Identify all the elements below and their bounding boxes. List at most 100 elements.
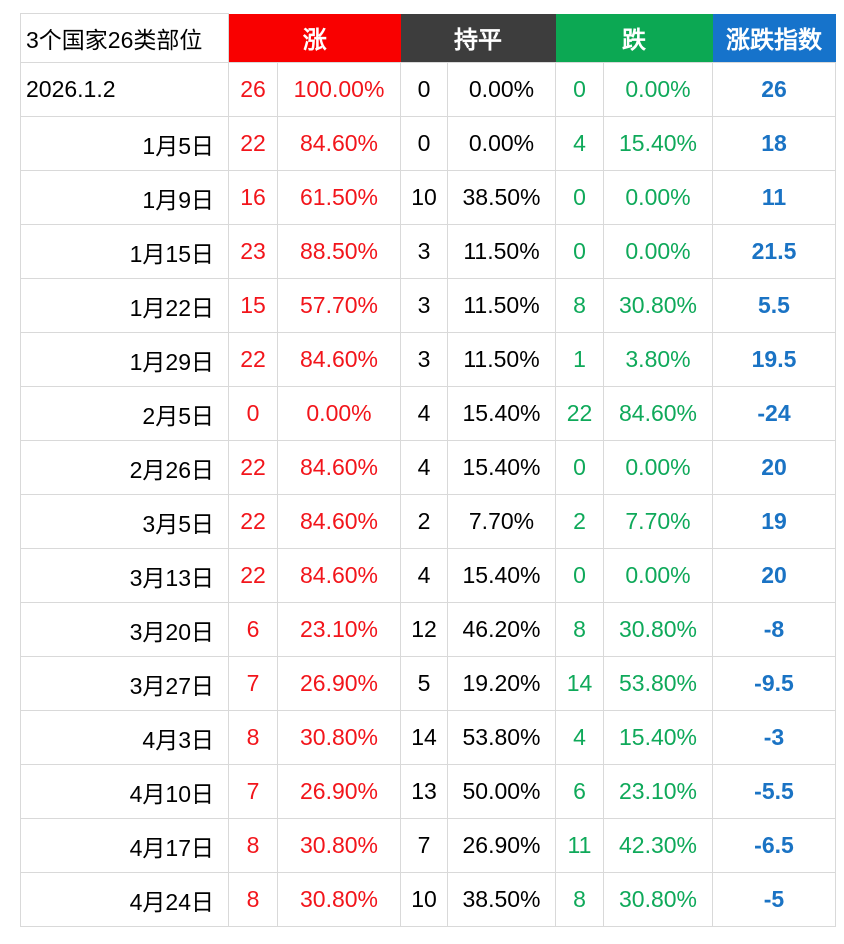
rise-fall-table: 3个国家26类部位 涨 持平 跌 涨跌指数 2026.1.2 26 100.00… xyxy=(20,13,836,927)
date-cell: 3月5日 xyxy=(20,494,229,549)
flat-count-cell: 3 xyxy=(400,224,448,279)
date-cell: 1月15日 xyxy=(20,224,229,279)
fall-count-cell: 0 xyxy=(555,440,604,495)
date-cell: 1月5日 xyxy=(20,116,229,171)
rise-pct-cell: 84.60% xyxy=(277,116,401,171)
flat-pct-cell: 50.00% xyxy=(447,764,556,819)
rise-pct-cell: 26.90% xyxy=(277,764,401,819)
date-cell: 4月17日 xyxy=(20,818,229,873)
rise-pct-cell: 57.70% xyxy=(277,278,401,333)
index-cell: 20 xyxy=(712,548,836,603)
rise-pct-cell: 30.80% xyxy=(277,710,401,765)
fall-pct-cell: 0.00% xyxy=(603,224,713,279)
table-row: 1月15日 23 88.50% 3 11.50% 0 0.00% 21.5 xyxy=(20,224,836,279)
fall-pct-cell: 23.10% xyxy=(603,764,713,819)
date-cell: 4月24日 xyxy=(20,872,229,927)
date-cell: 3月27日 xyxy=(20,656,229,711)
rise-count-cell: 22 xyxy=(228,332,278,387)
rise-count-cell: 7 xyxy=(228,764,278,819)
rise-pct-cell: 88.50% xyxy=(277,224,401,279)
rise-count-cell: 23 xyxy=(228,224,278,279)
table-row: 2026.1.2 26 100.00% 0 0.00% 0 0.00% 26 xyxy=(20,62,836,117)
rise-pct-cell: 30.80% xyxy=(277,872,401,927)
fall-count-cell: 0 xyxy=(555,548,604,603)
header-index: 涨跌指数 xyxy=(712,13,836,63)
date-cell: 2月26日 xyxy=(20,440,229,495)
fall-pct-cell: 3.80% xyxy=(603,332,713,387)
fall-pct-cell: 7.70% xyxy=(603,494,713,549)
fall-pct-cell: 0.00% xyxy=(603,548,713,603)
rise-count-cell: 6 xyxy=(228,602,278,657)
flat-count-cell: 4 xyxy=(400,440,448,495)
rise-pct-cell: 84.60% xyxy=(277,440,401,495)
index-cell: -3 xyxy=(712,710,836,765)
flat-count-cell: 10 xyxy=(400,170,448,225)
flat-pct-cell: 53.80% xyxy=(447,710,556,765)
rise-count-cell: 22 xyxy=(228,440,278,495)
fall-count-cell: 22 xyxy=(555,386,604,441)
rise-pct-cell: 0.00% xyxy=(277,386,401,441)
flat-count-cell: 0 xyxy=(400,116,448,171)
fall-count-cell: 11 xyxy=(555,818,604,873)
flat-pct-cell: 46.20% xyxy=(447,602,556,657)
fall-count-cell: 2 xyxy=(555,494,604,549)
table-row: 4月24日 8 30.80% 10 38.50% 8 30.80% -5 xyxy=(20,872,836,927)
fall-pct-cell: 84.60% xyxy=(603,386,713,441)
index-cell: -5 xyxy=(712,872,836,927)
flat-pct-cell: 15.40% xyxy=(447,440,556,495)
index-cell: 18 xyxy=(712,116,836,171)
flat-count-cell: 3 xyxy=(400,332,448,387)
header-flat: 持平 xyxy=(400,13,556,63)
fall-count-cell: 8 xyxy=(555,278,604,333)
flat-pct-cell: 15.40% xyxy=(447,548,556,603)
fall-count-cell: 0 xyxy=(555,62,604,117)
flat-pct-cell: 15.40% xyxy=(447,386,556,441)
flat-pct-cell: 7.70% xyxy=(447,494,556,549)
table-row: 2月5日 0 0.00% 4 15.40% 22 84.60% -24 xyxy=(20,386,836,441)
fall-count-cell: 8 xyxy=(555,872,604,927)
table-row: 1月9日 16 61.50% 10 38.50% 0 0.00% 11 xyxy=(20,170,836,225)
rise-count-cell: 16 xyxy=(228,170,278,225)
fall-pct-cell: 30.80% xyxy=(603,602,713,657)
fall-count-cell: 6 xyxy=(555,764,604,819)
rise-count-cell: 8 xyxy=(228,872,278,927)
fall-count-cell: 0 xyxy=(555,224,604,279)
flat-pct-cell: 19.20% xyxy=(447,656,556,711)
flat-count-cell: 12 xyxy=(400,602,448,657)
table-row: 4月10日 7 26.90% 13 50.00% 6 23.10% -5.5 xyxy=(20,764,836,819)
date-cell: 2月5日 xyxy=(20,386,229,441)
index-cell: -8 xyxy=(712,602,836,657)
fall-count-cell: 8 xyxy=(555,602,604,657)
fall-pct-cell: 0.00% xyxy=(603,62,713,117)
date-cell: 4月3日 xyxy=(20,710,229,765)
flat-count-cell: 13 xyxy=(400,764,448,819)
rise-count-cell: 22 xyxy=(228,116,278,171)
flat-count-cell: 3 xyxy=(400,278,448,333)
index-cell: 19 xyxy=(712,494,836,549)
index-cell: 20 xyxy=(712,440,836,495)
index-cell: -24 xyxy=(712,386,836,441)
flat-count-cell: 7 xyxy=(400,818,448,873)
table-row: 1月29日 22 84.60% 3 11.50% 1 3.80% 19.5 xyxy=(20,332,836,387)
flat-count-cell: 2 xyxy=(400,494,448,549)
rise-pct-cell: 84.60% xyxy=(277,332,401,387)
date-cell: 2026.1.2 xyxy=(20,62,229,117)
header-fall: 跌 xyxy=(555,13,713,63)
date-cell: 1月22日 xyxy=(20,278,229,333)
flat-count-cell: 5 xyxy=(400,656,448,711)
fall-pct-cell: 0.00% xyxy=(603,440,713,495)
fall-pct-cell: 30.80% xyxy=(603,278,713,333)
index-cell: -9.5 xyxy=(712,656,836,711)
rise-pct-cell: 23.10% xyxy=(277,602,401,657)
table-row: 4月17日 8 30.80% 7 26.90% 11 42.30% -6.5 xyxy=(20,818,836,873)
rise-pct-cell: 30.80% xyxy=(277,818,401,873)
rise-pct-cell: 84.60% xyxy=(277,494,401,549)
header-row: 3个国家26类部位 涨 持平 跌 涨跌指数 xyxy=(20,13,836,63)
date-cell: 1月29日 xyxy=(20,332,229,387)
rise-pct-cell: 61.50% xyxy=(277,170,401,225)
rise-count-cell: 22 xyxy=(228,494,278,549)
fall-pct-cell: 15.40% xyxy=(603,710,713,765)
fall-pct-cell: 53.80% xyxy=(603,656,713,711)
rise-count-cell: 7 xyxy=(228,656,278,711)
